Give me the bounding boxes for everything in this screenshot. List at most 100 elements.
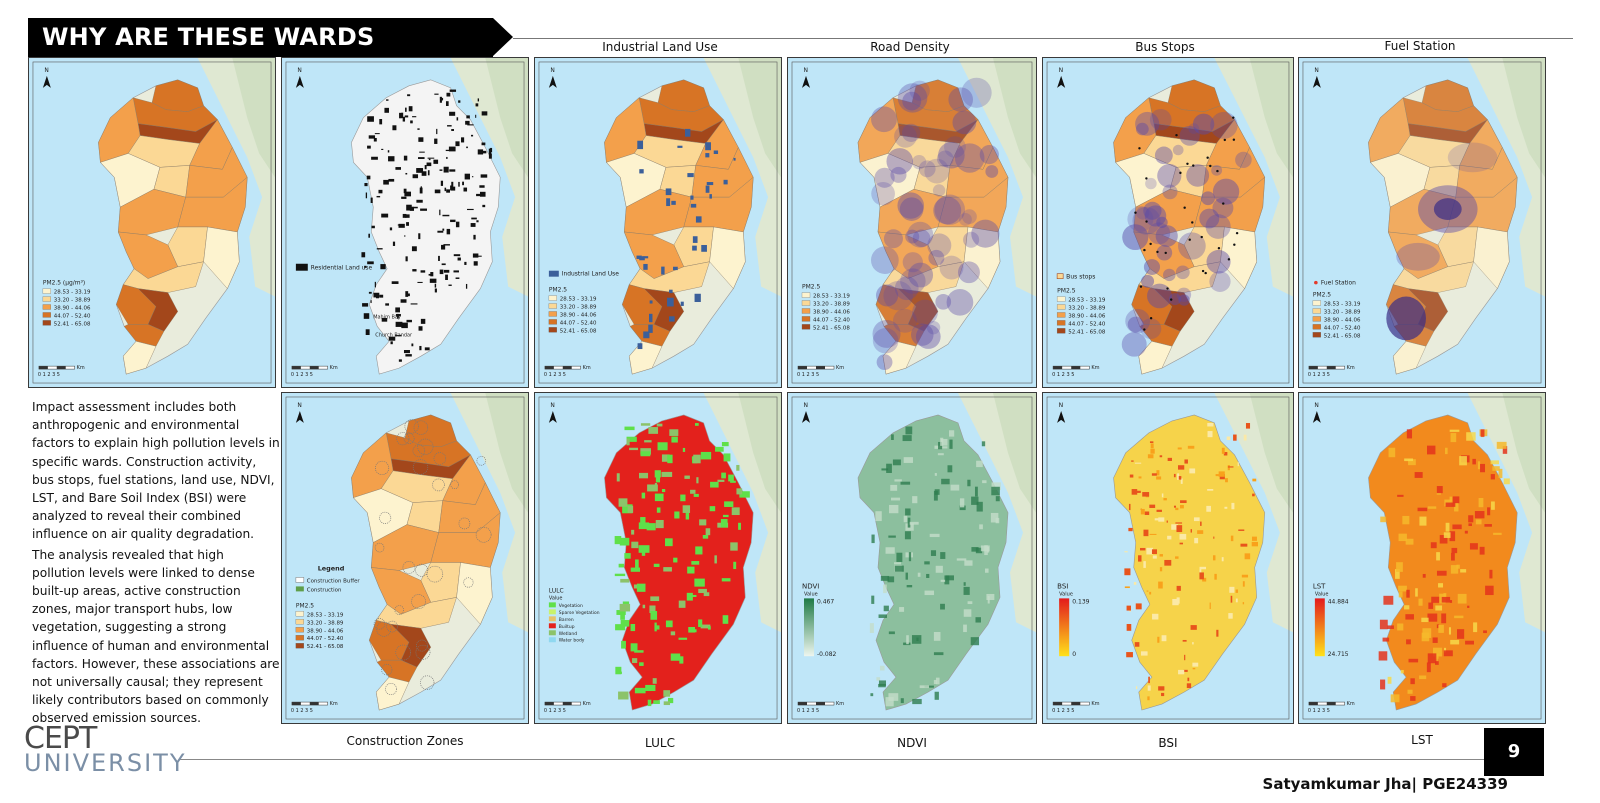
road-density-blob: [935, 294, 952, 310]
residential-parcel: [455, 221, 460, 228]
ndvi-cell: [976, 501, 983, 512]
construction-legend-label: Construction: [307, 587, 342, 593]
ndvi-cell: [900, 481, 911, 485]
scale-bar-segment: [816, 702, 825, 706]
lst-cell: [1445, 522, 1450, 532]
lulc-vegetation-patch: [650, 611, 658, 620]
bus-stop-point: [1222, 202, 1225, 205]
residential-parcel: [367, 261, 374, 265]
bsi-cell: [1241, 574, 1249, 578]
bus-stop-point: [1164, 251, 1167, 255]
lulc-vegetation-patch: [630, 643, 638, 652]
construction-buffer: [476, 456, 487, 466]
industrial-parcel: [642, 256, 649, 259]
lst-cell: [1485, 585, 1494, 596]
residential-parcel: [365, 192, 368, 199]
pm25-legend-swatch: [801, 308, 811, 314]
bsi-cell: [1149, 504, 1156, 508]
pm25-legend-label: 38.90 - 44.06: [1068, 313, 1106, 319]
fuel-station-legend-point: [1314, 280, 1318, 285]
north-label: N: [297, 67, 301, 74]
construction-buffer: [404, 419, 419, 434]
road-density-blob: [911, 155, 927, 170]
mainland-hills: [993, 393, 1036, 513]
lst-cell: [1480, 463, 1486, 473]
mainland-hills: [1249, 58, 1293, 178]
lulc-vegetation-patch: [670, 631, 676, 636]
bsi-cell: [1128, 503, 1131, 511]
lst-cell: [1396, 562, 1403, 572]
pm25-legend-label: 52.41 - 65.08: [307, 644, 344, 650]
scale-bar-segment: [1326, 702, 1336, 706]
ndvi-cell: [878, 680, 887, 686]
residential-parcel: [410, 120, 413, 124]
lst-cell: [1498, 468, 1503, 479]
bus-stop-density-blob: [1144, 205, 1167, 227]
bsi-cell: [1199, 566, 1207, 570]
road-density-blob: [915, 324, 941, 349]
lst-cell: [1460, 569, 1467, 573]
industrial-parcel: [639, 169, 644, 174]
lulc-vegetation-patch: [703, 592, 710, 597]
lst-cell: [1477, 461, 1481, 470]
residential-parcel: [379, 294, 384, 298]
scale-bar-segment: [309, 702, 319, 706]
pm25-legend-swatch: [42, 304, 51, 310]
bsi-cell: [1252, 478, 1257, 482]
bus-stop-density-blob: [1135, 122, 1149, 136]
residential-parcel: [407, 94, 411, 97]
ndvi-cell: [940, 552, 946, 559]
bsi-cell: [1192, 662, 1199, 667]
bus-stop-point: [1143, 328, 1146, 331]
bsi-legend-min: 0: [1072, 651, 1076, 658]
lst-cell: [1405, 538, 1414, 545]
lst-cell: [1406, 589, 1410, 598]
lulc-vegetation-patch: [665, 620, 673, 628]
pm25-legend-swatch: [801, 300, 811, 306]
north-arrow-icon: [295, 75, 304, 88]
lst-cell: [1387, 625, 1394, 629]
lst-cell: [1414, 472, 1423, 478]
mainland-hills: [1502, 58, 1545, 178]
residential-parcel: [388, 178, 395, 182]
construction-buffer: [411, 594, 426, 609]
residential-parcel: [451, 181, 454, 187]
residential-parcel: [395, 313, 401, 317]
pm25-legend-swatch: [548, 303, 557, 309]
lst-cell: [1406, 429, 1413, 439]
lst-cell: [1410, 696, 1416, 701]
lst-cell: [1490, 474, 1495, 480]
construction-buffer: [379, 511, 392, 524]
residential-parcel: [438, 255, 440, 261]
ndvi-cell: [875, 511, 882, 522]
lst-cell: [1408, 658, 1419, 663]
lulc-vegetation-patch: [717, 479, 725, 482]
industrial-parcel: [637, 140, 644, 150]
scale-bar-segment: [38, 366, 48, 370]
bus-stop-density-blob: [1235, 151, 1252, 169]
residential-parcel: [448, 284, 452, 286]
lst-cell: [1406, 639, 1411, 645]
lulc-vegetation-patch: [618, 498, 628, 507]
scale-bar-segment: [56, 366, 66, 370]
lst-cell: [1496, 441, 1507, 449]
lst-cell: [1397, 494, 1404, 497]
scale-bar-label: 0 1 2 3 5: [797, 708, 819, 714]
lst-cell: [1432, 637, 1438, 643]
bus-stop-density-blob: [1199, 208, 1220, 229]
bus-stop-density-blob: [1155, 225, 1178, 247]
bsi-cell: [1143, 561, 1146, 568]
scale-bar-segment: [1071, 702, 1081, 706]
lst-cell: [1465, 640, 1474, 645]
industrial-parcel: [733, 157, 736, 161]
bsi-cell: [1179, 542, 1183, 545]
road-density-blob: [958, 212, 972, 226]
lst-cell: [1400, 669, 1404, 674]
residential-parcel: [445, 149, 450, 152]
lulc-legend-title: LULC: [549, 587, 564, 594]
ndvi-cell: [905, 426, 913, 435]
ndvi-cell: [959, 498, 965, 508]
pm25-legend-label: 28.53 - 33.19: [1068, 298, 1106, 304]
residential-parcel: [470, 223, 476, 227]
residential-parcel: [418, 233, 421, 240]
